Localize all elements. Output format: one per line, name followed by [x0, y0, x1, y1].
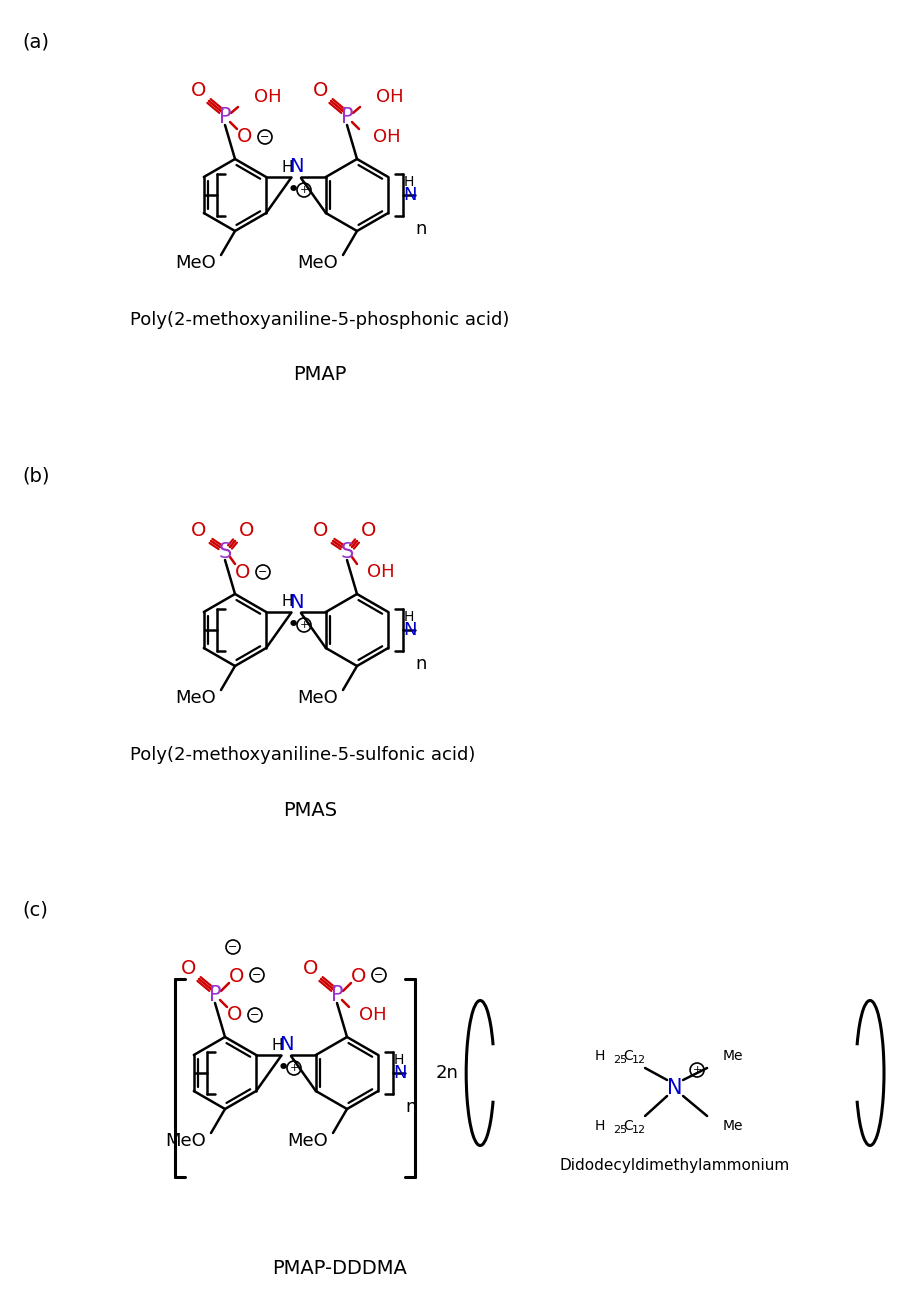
Text: OH: OH [359, 1007, 387, 1024]
Text: N: N [289, 593, 303, 611]
Text: OH: OH [367, 562, 395, 581]
Text: O: O [361, 520, 377, 540]
Text: O: O [235, 562, 251, 582]
Text: P: P [219, 106, 232, 127]
Text: n: n [415, 219, 427, 238]
Text: +: + [693, 1066, 702, 1075]
Text: −: − [252, 970, 262, 980]
Text: H: H [403, 175, 413, 189]
Text: n: n [405, 1099, 417, 1116]
Text: OH: OH [254, 88, 281, 106]
Text: O: O [237, 127, 252, 146]
Text: 25: 25 [613, 1055, 627, 1066]
Text: H: H [403, 610, 413, 624]
Text: 25: 25 [613, 1125, 627, 1135]
Text: −: − [374, 970, 384, 980]
Text: N: N [667, 1077, 683, 1099]
Text: C: C [623, 1120, 633, 1133]
Text: MeO: MeO [165, 1131, 206, 1150]
Text: MeO: MeO [298, 254, 339, 272]
Text: n: n [415, 654, 427, 673]
Text: •: • [276, 1058, 290, 1077]
Text: MeO: MeO [175, 689, 216, 707]
Text: PMAP: PMAP [293, 365, 347, 385]
Text: P: P [340, 106, 353, 127]
Text: MeO: MeO [298, 689, 339, 707]
Text: H: H [281, 159, 292, 175]
Text: •: • [286, 615, 300, 635]
Text: 2n: 2n [435, 1064, 458, 1081]
Text: N: N [289, 158, 303, 176]
Text: O: O [351, 967, 367, 987]
Text: +: + [300, 620, 309, 629]
Text: MeO: MeO [175, 254, 216, 272]
Text: H: H [595, 1120, 605, 1133]
Text: O: O [227, 1005, 242, 1025]
Text: O: O [192, 81, 207, 100]
Text: H: H [595, 1049, 605, 1063]
Text: (a): (a) [22, 32, 49, 51]
Text: •: • [286, 180, 300, 200]
Text: S: S [219, 541, 232, 562]
Text: H: H [393, 1053, 403, 1067]
Text: Didodecyldimethylammonium: Didodecyldimethylammonium [560, 1158, 790, 1173]
Text: O: O [230, 967, 244, 987]
Text: S: S [340, 541, 353, 562]
Text: −: − [261, 131, 270, 142]
Text: P: P [331, 986, 343, 1005]
Text: OH: OH [373, 127, 400, 146]
Text: −: − [258, 568, 268, 577]
Text: Poly(2-methoxyaniline-5-phosphonic acid): Poly(2-methoxyaniline-5-phosphonic acid) [130, 311, 509, 328]
Text: O: O [313, 520, 329, 540]
Text: P: P [209, 986, 222, 1005]
Text: −: − [228, 942, 238, 953]
Text: Me: Me [723, 1049, 744, 1063]
Text: (b): (b) [22, 466, 50, 486]
Text: PMAS: PMAS [283, 800, 337, 820]
Text: −: − [251, 1010, 260, 1020]
Text: Poly(2-methoxyaniline-5-sulfonic acid): Poly(2-methoxyaniline-5-sulfonic acid) [130, 746, 476, 763]
Text: 12: 12 [632, 1125, 646, 1135]
Text: (c): (c) [22, 900, 48, 918]
Text: N: N [279, 1035, 293, 1055]
Text: O: O [240, 520, 254, 540]
Text: O: O [303, 959, 319, 979]
Text: +: + [290, 1063, 299, 1074]
Text: H: H [281, 594, 292, 610]
Text: N: N [393, 1064, 407, 1081]
Text: O: O [192, 520, 207, 540]
Text: PMAP-DDDMA: PMAP-DDDMA [272, 1259, 408, 1277]
Text: MeO: MeO [288, 1131, 329, 1150]
Text: H: H [271, 1038, 282, 1053]
Text: N: N [403, 622, 417, 639]
Text: 12: 12 [632, 1055, 646, 1066]
Text: N: N [403, 187, 417, 204]
Text: O: O [182, 959, 197, 979]
Text: OH: OH [376, 88, 404, 106]
Text: +: + [300, 185, 309, 194]
Text: O: O [313, 81, 329, 100]
Text: C: C [623, 1049, 633, 1063]
Text: Me: Me [723, 1120, 744, 1133]
